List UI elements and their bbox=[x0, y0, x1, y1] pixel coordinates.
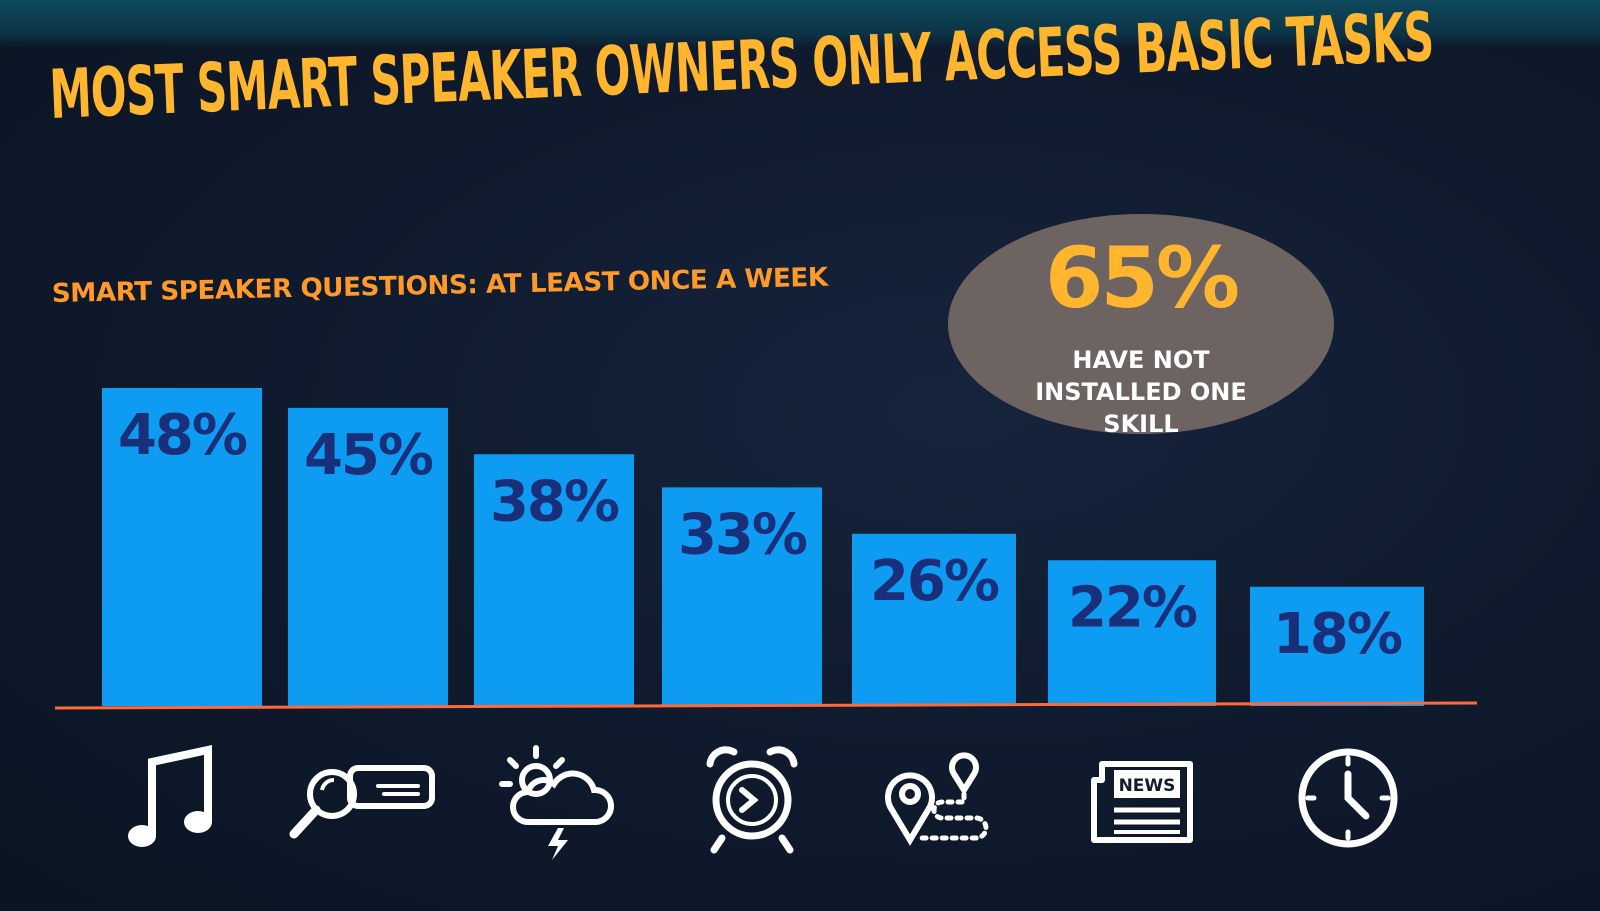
chart-subtitle-svg: SMART SPEAKER QUESTIONS: AT LEAST ONCE A… bbox=[52, 263, 830, 309]
search-icon bbox=[289, 765, 435, 839]
news-icon-label: NEWS bbox=[1119, 776, 1176, 796]
bar-value-label: 45% bbox=[304, 423, 433, 488]
bar-search bbox=[288, 407, 448, 706]
bar-value-label: 18% bbox=[1273, 602, 1402, 667]
bar-value-label: 38% bbox=[490, 469, 619, 534]
bar-group: 48% 45% 38% 33% 26% 22% 18% bbox=[102, 388, 1424, 706]
clock-icon bbox=[1298, 748, 1398, 848]
bar-directions bbox=[852, 533, 1016, 706]
bar-value-label: 48% bbox=[118, 403, 247, 468]
callout-value: 65% bbox=[1044, 229, 1240, 327]
bar-music bbox=[102, 388, 262, 706]
chart-baseline bbox=[54, 701, 1478, 710]
screen-edge bbox=[0, 0, 1600, 48]
skills-callout: 65% HAVE NOT INSTALLED ONE SKILL bbox=[948, 214, 1334, 438]
bar-value-label: 33% bbox=[678, 502, 807, 567]
map-route-icon bbox=[885, 752, 989, 846]
weather-icon bbox=[499, 745, 614, 860]
bar-news bbox=[1048, 560, 1216, 706]
bar-weather bbox=[474, 454, 634, 706]
bar-time bbox=[1250, 586, 1424, 706]
callout-text: HAVE NOT INSTALLED ONE SKILL bbox=[1035, 346, 1247, 438]
alarm-clock-icon bbox=[706, 746, 798, 854]
bar-value-label: 26% bbox=[870, 549, 999, 614]
news-icon: NEWS bbox=[1091, 761, 1193, 843]
bar-alarm bbox=[662, 487, 822, 706]
bar-value-label: 22% bbox=[1068, 575, 1197, 640]
music-note-icon bbox=[128, 745, 212, 847]
